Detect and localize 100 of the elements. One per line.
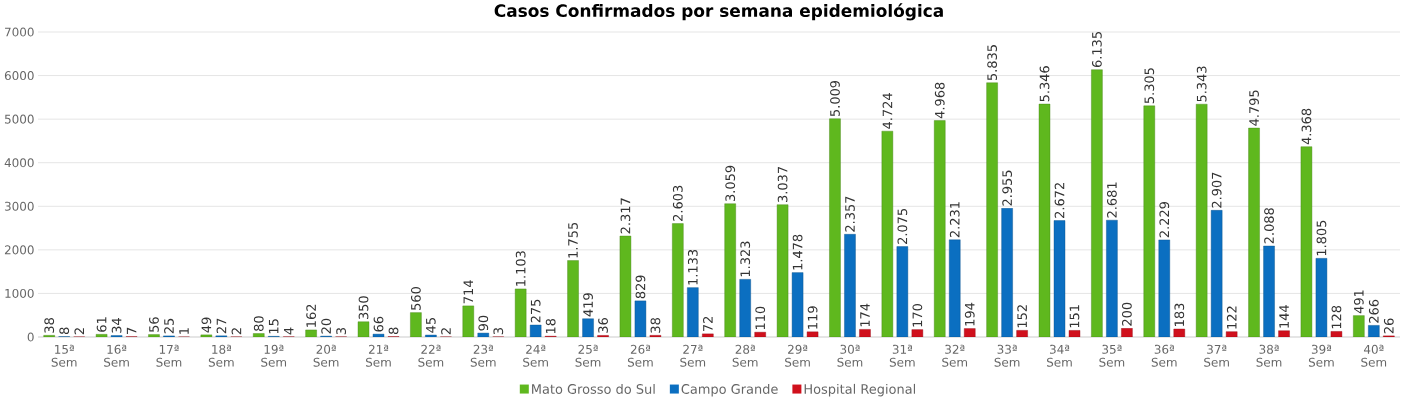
legend-label: Campo Grande xyxy=(681,383,778,397)
legend-label: Hospital Regional xyxy=(804,383,916,397)
data-label: 122 xyxy=(1226,306,1237,329)
y-tick-label: 3000 xyxy=(4,201,34,211)
data-label: 419 xyxy=(583,293,593,317)
data-label: 5.343 xyxy=(1196,66,1207,102)
data-label: 2 xyxy=(231,328,242,335)
y-tick-label: 1000 xyxy=(5,288,34,298)
x-tick-label: 28ª Sem xyxy=(732,344,758,367)
data-label: 174 xyxy=(860,303,870,327)
x-tick-label: 27ª Sem xyxy=(680,344,706,367)
data-label: 491 xyxy=(1353,290,1364,314)
x-tick-label: 37ª Sem xyxy=(1204,344,1229,367)
data-label: 90 xyxy=(478,315,489,331)
x-tick-label: 31ª Sem xyxy=(889,344,915,367)
x-tick-label: 21ª Sem xyxy=(366,344,391,367)
data-label: 2.603 xyxy=(672,185,683,221)
data-label: 1.478 xyxy=(792,234,803,270)
data-label: 27 xyxy=(216,318,227,334)
data-label: 2.907 xyxy=(1211,172,1222,208)
data-label: 25 xyxy=(164,318,174,334)
data-label: 4 xyxy=(284,327,294,335)
x-tick-label: 33ª Sem xyxy=(994,344,1020,367)
x-tick-label: 16ª Sem xyxy=(104,344,129,367)
x-tick-label: 39ª Sem xyxy=(1308,344,1334,367)
legend-label: Mato Grosso do Sul xyxy=(532,383,655,394)
x-tick-label: 26ª Sem xyxy=(627,344,653,367)
x-tick-label: 36ª Sem xyxy=(1151,344,1177,367)
data-label: 4.968 xyxy=(934,82,945,119)
data-label: 2.357 xyxy=(845,196,855,232)
data-label: 45 xyxy=(426,317,436,333)
data-label: 3.037 xyxy=(777,167,788,202)
data-label: 1.133 xyxy=(687,249,698,285)
data-label: 1.103 xyxy=(515,251,526,286)
data-label: 5.835 xyxy=(987,45,998,81)
data-label: 1.323 xyxy=(740,241,751,277)
data-label: 66 xyxy=(373,316,384,332)
data-label: 6.135 xyxy=(1092,32,1102,68)
data-label: 194 xyxy=(964,302,975,326)
data-label: 275 xyxy=(530,299,541,323)
data-label: 714 xyxy=(463,280,473,304)
data-label: 2.229 xyxy=(1159,202,1170,238)
data-label: 2.231 xyxy=(949,202,960,238)
data-label: 26 xyxy=(1383,318,1394,334)
x-tick-label: 20ª Sem xyxy=(313,344,339,367)
x-tick-label: 22ª Sem xyxy=(418,344,444,367)
data-label: 8 xyxy=(388,327,399,335)
x-tick-label: 40ª Sem xyxy=(1361,344,1387,367)
y-tick-label: 0 xyxy=(27,332,34,342)
y-tick-label: 4000 xyxy=(4,158,34,168)
data-label: 266 xyxy=(1368,299,1379,323)
data-label: 170 xyxy=(912,304,923,327)
data-label: 144 xyxy=(1279,305,1289,328)
data-label: 5.305 xyxy=(1144,68,1155,104)
data-label: 72 xyxy=(703,316,713,332)
data-label: 3 xyxy=(493,327,504,335)
y-tick-label: 2000 xyxy=(4,245,34,255)
x-tick-label: 34ª Sem xyxy=(1046,344,1072,367)
y-tick-label: 5000 xyxy=(4,114,34,124)
data-label: 2.681 xyxy=(1107,182,1117,218)
x-tick-label: 23ª Sem xyxy=(470,344,496,367)
data-label: 829 xyxy=(635,275,646,299)
x-tick-label: 35ª Sem xyxy=(1099,344,1125,367)
data-label: 4.724 xyxy=(882,93,893,129)
data-label: 1.755 xyxy=(568,222,578,258)
x-tick-label: 18ª Sem xyxy=(208,344,234,367)
data-label: 2 xyxy=(441,328,451,335)
data-label: 38 xyxy=(44,318,55,333)
y-tick-label: 6000 xyxy=(4,71,34,81)
data-label: 2 xyxy=(74,328,85,335)
data-label: 3 xyxy=(336,327,347,335)
data-label: 3.059 xyxy=(725,165,736,202)
x-tick-label: 19ª Sem xyxy=(261,344,287,367)
x-tick-label: 29ª Sem xyxy=(785,344,810,367)
data-label: 7 xyxy=(126,327,137,334)
data-label: 1 xyxy=(179,328,189,334)
data-label: 4.795 xyxy=(1249,90,1259,126)
data-label: 151 xyxy=(1069,305,1080,328)
data-label: 200 xyxy=(1122,302,1132,326)
data-label: 110 xyxy=(755,306,766,330)
data-label: 1.805 xyxy=(1316,220,1327,256)
x-tick-label: 32ª Sem xyxy=(942,344,968,367)
x-tick-label: 38ª Sem xyxy=(1256,344,1282,367)
x-tick-label: 25ª Sem xyxy=(575,344,601,367)
data-label: 5.009 xyxy=(830,80,840,117)
data-label: 4.368 xyxy=(1301,108,1312,145)
data-label: 15 xyxy=(268,319,279,334)
data-label: 350 xyxy=(358,296,369,320)
chart-title: Casos Confirmados por semana epidemiológica xyxy=(494,3,943,21)
data-label: 2.672 xyxy=(1054,183,1065,218)
data-label: 20 xyxy=(321,318,332,334)
data-label: 152 xyxy=(1017,305,1028,328)
data-label: 34 xyxy=(111,318,122,333)
data-label: 119 xyxy=(807,306,818,329)
data-label: 162 xyxy=(306,304,317,327)
data-label: 49 xyxy=(201,317,212,333)
data-label: 61 xyxy=(96,317,107,332)
data-label: 183 xyxy=(1174,303,1185,326)
data-label: 2.955 xyxy=(1002,170,1013,206)
data-label: 8 xyxy=(59,327,70,335)
